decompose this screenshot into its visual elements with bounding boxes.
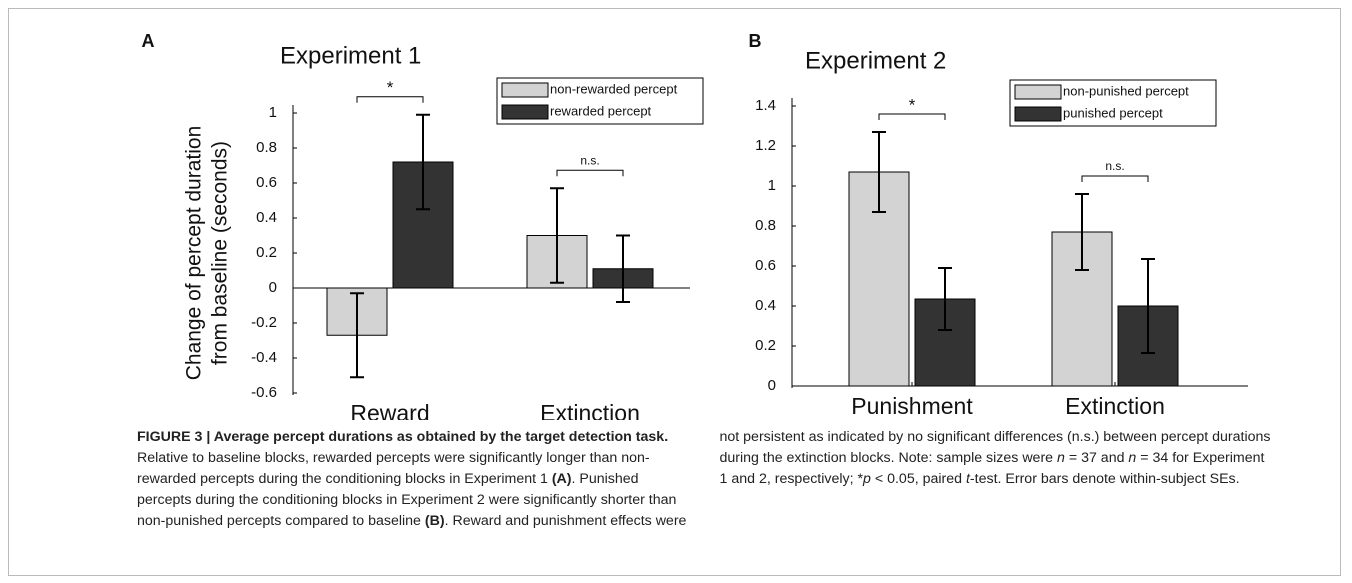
legend-label: non-punished percept xyxy=(1063,83,1189,98)
figure-frame xyxy=(8,8,1341,576)
caption-symbol: n xyxy=(1128,450,1137,466)
x-tick-label: Extinction xyxy=(540,400,640,420)
y-tick-label: 0.2 xyxy=(256,244,277,261)
error-bar xyxy=(616,234,630,303)
significance-label: n.s. xyxy=(580,153,599,167)
y-tick-label: 1 xyxy=(269,104,277,121)
y-axis-label: Change of percept duration xyxy=(183,126,206,381)
significance-label: * xyxy=(387,78,394,97)
panel-label: B xyxy=(749,31,762,51)
y-axis-label: from baseline (seconds) xyxy=(209,141,232,365)
significance-bracket xyxy=(556,169,624,177)
error-bar xyxy=(350,292,364,379)
caption-text: = 37 and xyxy=(1064,450,1129,466)
error-bar xyxy=(872,131,886,213)
y-tick-label: 1.2 xyxy=(755,137,776,154)
caption-text: -test. Error bars denote within-subject … xyxy=(969,471,1240,487)
y-tick-label: 0.4 xyxy=(755,297,776,314)
y-tick-label: 0.8 xyxy=(755,217,776,234)
caption-text: . Punished percepts during the condition… xyxy=(137,471,677,529)
significance-label: * xyxy=(909,95,916,114)
error-bar xyxy=(416,113,430,211)
significance-bracket xyxy=(878,113,946,120)
legend-label: punished percept xyxy=(1063,105,1163,120)
error-bar xyxy=(938,267,952,331)
caption-symbol: p xyxy=(863,471,871,487)
caption: FIGURE 3 | Average percept durations as … xyxy=(137,427,1272,552)
x-tick-label: Extinction xyxy=(1065,393,1165,419)
y-tick-label: 0 xyxy=(768,377,776,394)
y-tick-label: 0.6 xyxy=(755,257,776,274)
significance-bracket xyxy=(356,96,424,103)
y-tick-label: -0.2 xyxy=(251,314,277,331)
y-tick-label: 0.8 xyxy=(256,139,277,156)
caption-text: . Reward and punishment effects were not… xyxy=(444,429,1271,529)
x-tick-label: Punishment xyxy=(851,393,973,419)
panel-label: A xyxy=(142,31,155,51)
error-bar xyxy=(1141,258,1155,354)
error-bar xyxy=(1075,193,1089,271)
caption-symbol: t xyxy=(965,471,970,487)
caption-title: FIGURE 3 | Average percept durations as … xyxy=(137,429,669,445)
y-tick-label: -0.4 xyxy=(251,349,277,366)
chart-title: Experiment 2 xyxy=(805,47,946,74)
y-tick-label: 1.4 xyxy=(755,97,776,114)
legend-label: non-rewarded percept xyxy=(550,81,678,96)
caption-text: Relative to baseline blocks, rewarded pe… xyxy=(137,450,650,487)
significance-label: n.s. xyxy=(1105,159,1124,173)
legend-swatch xyxy=(501,82,549,98)
y-tick-label: 0.2 xyxy=(755,337,776,354)
chart-title: Experiment 1 xyxy=(280,42,421,69)
legend-swatch xyxy=(501,104,549,120)
caption-ref: (A) xyxy=(551,471,572,487)
y-tick-label: 0 xyxy=(269,279,277,296)
y-tick-label: -0.6 xyxy=(251,384,277,401)
figure: A Experiment 1 Change of percept duration f… xyxy=(142,31,1248,420)
legend-label: rewarded percept xyxy=(550,103,652,118)
x-tick-label: Reward xyxy=(350,400,429,420)
y-tick-label: 0.4 xyxy=(256,209,277,226)
y-tick-label: 1 xyxy=(768,177,776,194)
significance-bracket xyxy=(1081,175,1149,182)
caption-symbol: n xyxy=(1057,450,1065,466)
caption-ref: (B) xyxy=(424,513,445,529)
legend-swatch xyxy=(1014,106,1062,122)
caption-text: < 0.05, paired xyxy=(870,471,966,487)
error-bar xyxy=(550,187,564,284)
y-tick-label: 0.6 xyxy=(256,174,277,191)
caption-text: = 34 for Experiment 1 and 2, respectivel… xyxy=(719,450,1265,487)
legend-swatch xyxy=(1014,84,1062,100)
